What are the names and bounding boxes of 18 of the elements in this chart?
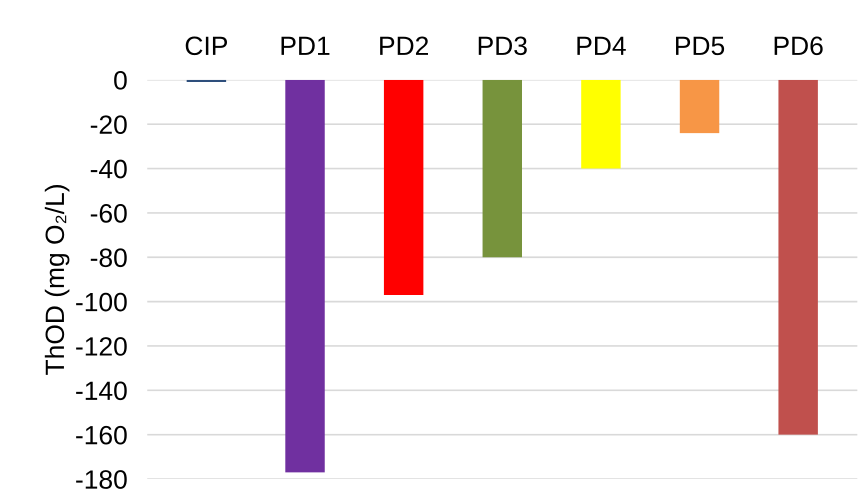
x-tick-label: CIP	[186, 36, 227, 56]
x-tick-label: PD4	[577, 36, 626, 55]
y-tick-label: -60	[90, 204, 127, 223]
x-tick-label: PD1	[282, 36, 330, 55]
y-tick-label: -180	[76, 470, 127, 489]
y-tick-label: -20	[90, 115, 127, 134]
x-tick-label: PD6	[774, 36, 823, 56]
y-tick-label: -80	[90, 248, 127, 268]
y-tick-label: -40	[90, 160, 127, 178]
x-tick-label: PD3	[478, 36, 527, 56]
y-axis-title: ThOD (mg O₂/L)	[44, 185, 70, 375]
y-tick-label: -160	[76, 426, 127, 445]
y-tick-label: -120	[76, 337, 127, 356]
x-tick-label: PD5	[676, 36, 724, 56]
y-tick-label: -140	[76, 381, 127, 400]
x-tick-label: PD2	[380, 36, 428, 55]
y-tick-label: 0	[114, 70, 127, 90]
y-tick-label: -100	[76, 292, 127, 312]
